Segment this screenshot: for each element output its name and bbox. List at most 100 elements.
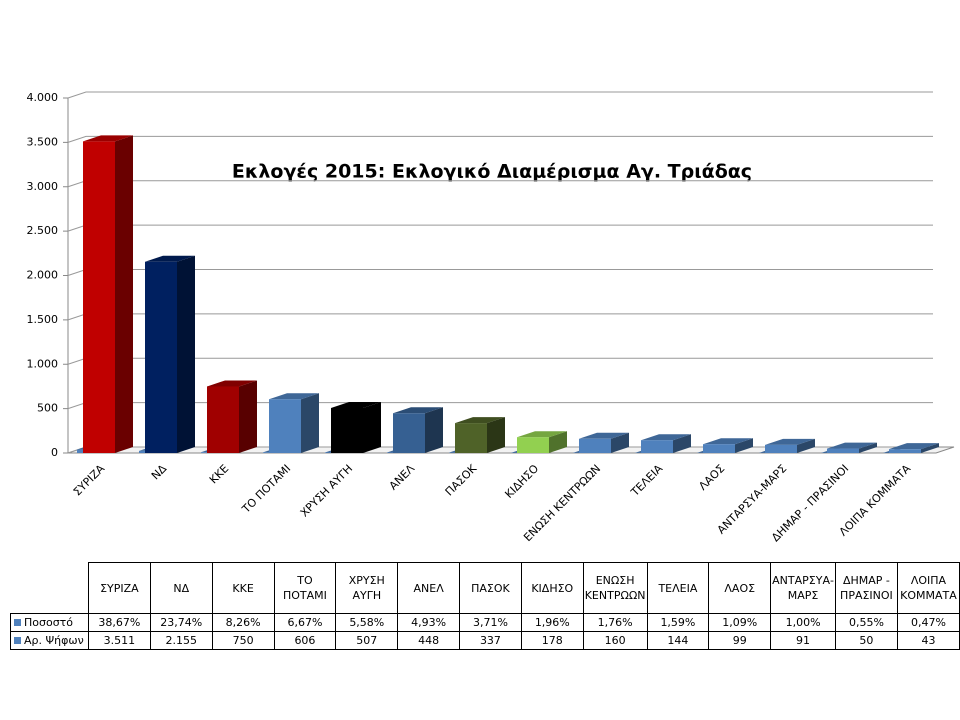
bar-side [177, 255, 195, 453]
bar-top [765, 438, 815, 445]
bar [579, 432, 629, 453]
table-header: ΝΔ [149, 562, 213, 614]
bar [145, 255, 195, 453]
bar-side [797, 438, 815, 453]
bar-front [331, 408, 363, 453]
y-tick-label: 500 [37, 402, 58, 415]
bar-front [83, 141, 115, 453]
legend-swatch [14, 619, 21, 626]
y-tick-label: 2.500 [27, 224, 59, 237]
table-header: ΑΝΤΑΡΣΥΑ-ΜΑΡΣ [770, 562, 836, 614]
table-cell: 50 [834, 631, 898, 650]
table-header: ΣΥΡΙΖΑ [87, 562, 151, 614]
bar-front [827, 448, 859, 453]
table-header: ΑΝΕΛ [397, 562, 461, 614]
bar-top [703, 438, 753, 445]
legend-swatch [14, 637, 21, 644]
bar-top [331, 402, 381, 409]
table-row: Ποσοστό 38,67% 23,74% 8,26% 6,67% 5,58% 4,93% 3… [10, 613, 960, 632]
y-tick-label: 2.000 [27, 269, 59, 282]
floor [67, 446, 955, 454]
table-cell: 337 [459, 631, 522, 650]
bar-side [239, 380, 257, 453]
table-cell: 160 [582, 631, 648, 650]
table-cell: 1,59% [646, 613, 710, 632]
table-header: ΤΕΛΕΙΑ [646, 562, 710, 614]
bar-front [765, 444, 797, 453]
bar-front [517, 437, 549, 453]
bar-front [703, 444, 735, 453]
pct-bar-front [139, 450, 145, 453]
bar [641, 434, 691, 453]
grid-line [67, 224, 933, 232]
table-header: ΛΑΟΣ [708, 562, 772, 614]
table-cell: 91 [770, 631, 836, 650]
legend-label: Ποσοστό [24, 616, 74, 629]
table-cell: 448 [397, 631, 461, 650]
y-tick-label: 4.000 [27, 91, 59, 104]
table-cell: 2.155 [149, 631, 213, 650]
bar-side [487, 417, 505, 453]
bar-top [827, 442, 877, 449]
x-tick-label: ΝΔ [149, 462, 170, 483]
bar-top [269, 393, 319, 400]
chart-title: Εκλογές 2015: Εκλογικό Διαμέρισμα Αγ. Τρ… [232, 161, 752, 183]
table-cell: 1,00% [770, 613, 836, 632]
grid-line [67, 135, 933, 143]
grid-line [67, 402, 933, 410]
table-header: ΚΚΕ [211, 562, 275, 614]
x-tick-label: ΚΙΔΗΣΟ [502, 462, 541, 501]
bar-side [859, 442, 877, 453]
table-header: ΕΝΩΣΗ ΚΕΝΤΡΩΩΝ [582, 562, 648, 614]
x-tick-label: ΑΝΕΛ [387, 462, 418, 493]
table-cell: 3.511 [87, 631, 151, 650]
table-cell: 1,09% [708, 613, 772, 632]
bar-side [549, 431, 567, 453]
x-tick-label: ΛΑΟΣ [696, 462, 727, 493]
table-header: ΧΡΥΣΗ ΑΥΓΗ [335, 562, 399, 614]
table-cell: 4,93% [397, 613, 461, 632]
grid-line [67, 313, 933, 321]
grid-line [67, 357, 933, 365]
x-tick-label: ΤΟ ΠΟΤΑΜΙ [239, 462, 293, 516]
bar-top [207, 380, 257, 387]
bar-top [145, 255, 195, 262]
empty-cell [11, 563, 89, 614]
pct-bar-front [263, 452, 269, 453]
chart: Εκλογές 2015: Εκλογικό Διαμέρισμα Αγ. Τρ… [27, 91, 955, 544]
pct-bar-front [201, 452, 207, 453]
data-table: ΣΥΡΙΖΑ ΝΔ ΚΚΕ ΤΟ ΠΟΤΑΜΙ ΧΡΥΣΗ ΑΥΓΗ ΑΝΕΛ ΠΑΣΟΚ Κ… [10, 562, 960, 650]
bar-front [269, 399, 301, 453]
bar-side [611, 432, 629, 453]
bar-front [641, 440, 673, 453]
bar-top [83, 135, 133, 142]
table-cell: 23,74% [149, 613, 213, 632]
table-cell: 0,55% [834, 613, 898, 632]
bar-side [735, 438, 753, 453]
y-tick-label: 1.500 [27, 313, 59, 326]
bar [83, 135, 133, 453]
table-cell: 750 [211, 631, 275, 650]
bar [517, 431, 567, 453]
table-cell: 1,76% [582, 613, 648, 632]
bar-front [393, 413, 425, 453]
bar [207, 380, 257, 453]
table-cell: 144 [646, 631, 710, 650]
bar [765, 438, 815, 453]
bar [393, 407, 443, 453]
x-tick-label: ΤΕΛΕΙΑ [628, 462, 666, 500]
bar-side [115, 135, 133, 453]
y-tick-label: 3.000 [27, 180, 59, 193]
bar-side [673, 434, 691, 453]
y-tick-label: 1.000 [27, 357, 59, 370]
table-header: ΤΟ ΠΟΤΑΜΙ [273, 562, 337, 614]
bar-front [207, 386, 239, 453]
bar-top [455, 417, 505, 424]
table-header: ΔΗΜΑΡ - ΠΡΑΣΙΝΟΙ [834, 562, 898, 614]
bar-top [889, 443, 939, 450]
pct-bar-front [77, 449, 83, 453]
bar-front [455, 423, 487, 453]
bar-top [517, 431, 567, 438]
x-tick-label: ΠΑΣΟΚ [443, 461, 480, 498]
